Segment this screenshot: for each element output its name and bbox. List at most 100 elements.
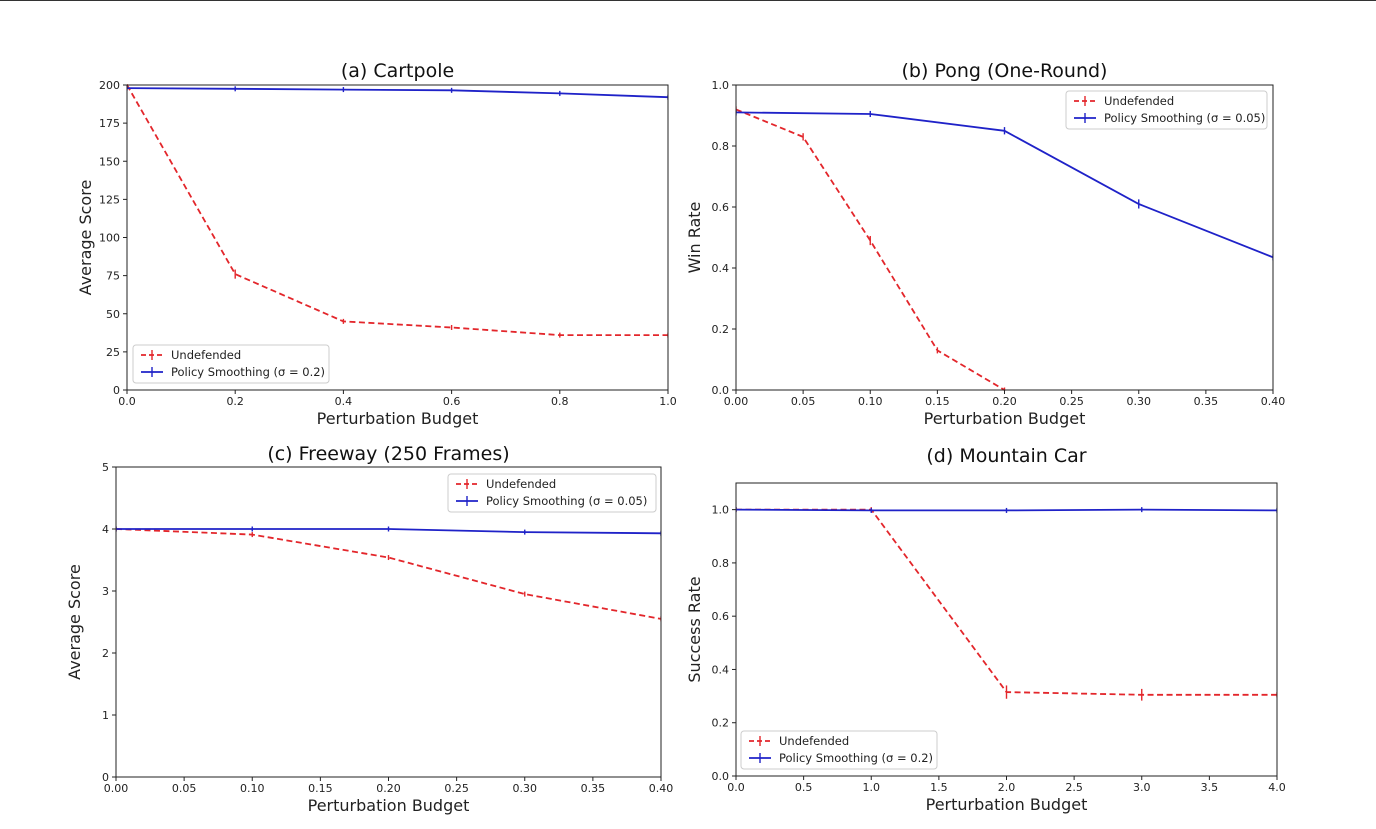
legend-entry-1: Undefended (1104, 94, 1174, 108)
series-line-2 (127, 87, 668, 99)
legend-box (447, 473, 657, 513)
legend: Undefended Policy Smoothing (σ = 0.05) (447, 473, 657, 513)
series-group (736, 507, 1277, 701)
y-axis-label: Average Score (76, 180, 95, 296)
y-tick-label: 1.0 (712, 79, 730, 92)
x-tick-label: 0.10 (858, 395, 883, 408)
y-tick-label: 50 (106, 308, 120, 321)
x-tick-label: 0.0 (727, 781, 745, 794)
x-tick-label: 0.20 (376, 782, 401, 795)
x-axis-label: Perturbation Budget (924, 409, 1086, 428)
x-tick-label: 1.5 (930, 781, 948, 794)
legend-entry-1: Undefended (486, 477, 556, 491)
x-tick-label: 0.00 (724, 395, 749, 408)
series-group (736, 106, 1273, 391)
legend: Undefended Policy Smoothing (σ = 0.2) (740, 730, 938, 770)
y-axis-label: Win Rate (685, 202, 704, 274)
x-tick-label: 0.2 (226, 395, 244, 408)
series-line-1 (116, 528, 661, 620)
panel-title: (d) Mountain Car (926, 445, 1086, 467)
y-tick-label: 0 (102, 771, 109, 784)
series-group (127, 84, 668, 338)
legend-entry-2: Policy Smoothing (σ = 0.2) (171, 365, 325, 379)
axes-frame (115, 466, 662, 778)
y-tick-label: 3 (102, 585, 109, 598)
x-axis-label: Perturbation Budget (308, 796, 470, 815)
legend-entry-1: Undefended (779, 734, 849, 748)
x-axis-label: Perturbation Budget (926, 795, 1088, 814)
legend-entry-2: Policy Smoothing (σ = 0.2) (779, 751, 933, 765)
legend: Undefended Policy Smoothing (σ = 0.05) (1065, 90, 1268, 130)
y-tick-label: 1.0 (712, 504, 730, 517)
series-group (116, 526, 661, 622)
x-tick-label: 3.0 (1133, 781, 1151, 794)
y-tick-label: 200 (99, 79, 120, 92)
panel-title: (c) Freeway (250 Frames) (267, 443, 509, 465)
x-tick-label: 0.0 (118, 395, 136, 408)
x-tick-label: 0.40 (1261, 395, 1286, 408)
y-tick-label: 0.8 (712, 557, 730, 570)
y-tick-label: 100 (99, 232, 120, 245)
x-tick-label: 0.30 (513, 782, 538, 795)
y-tick-label: 125 (99, 193, 120, 206)
panel-title: (a) Cartpole (341, 60, 454, 82)
legend-entry-1: Undefended (171, 348, 241, 362)
y-tick-label: 75 (106, 270, 120, 283)
x-tick-label: 0.30 (1127, 395, 1152, 408)
x-tick-label: 1.0 (863, 781, 881, 794)
y-tick-label: 0.2 (712, 323, 730, 336)
legend-box (132, 344, 330, 384)
x-tick-label: 0.5 (795, 781, 813, 794)
legend-entry-2: Policy Smoothing (σ = 0.05) (486, 494, 647, 508)
y-tick-label: 5 (102, 461, 109, 474)
y-tick-label: 0 (113, 384, 120, 397)
x-tick-label: 2.5 (1065, 781, 1083, 794)
legend-box (1065, 90, 1268, 130)
y-tick-label: 4 (102, 523, 109, 536)
x-tick-label: 1.0 (659, 395, 677, 408)
x-tick-label: 0.4 (335, 395, 353, 408)
legend-entry-2: Policy Smoothing (σ = 0.05) (1104, 111, 1265, 125)
x-tick-label: 0.05 (791, 395, 816, 408)
y-tick-label: 175 (99, 117, 120, 130)
x-tick-label: 0.6 (443, 395, 461, 408)
x-tick-label: 0.05 (172, 782, 197, 795)
x-tick-label: 0.35 (581, 782, 606, 795)
y-tick-label: 25 (106, 346, 120, 359)
y-tick-label: 0.0 (712, 770, 730, 783)
y-tick-label: 0.4 (712, 262, 730, 275)
panel-title: (b) Pong (One-Round) (902, 60, 1108, 82)
x-axis-label: Perturbation Budget (317, 409, 479, 428)
x-tick-label: 0.10 (240, 782, 265, 795)
y-tick-label: 0.0 (712, 384, 730, 397)
x-tick-label: 0.8 (551, 395, 569, 408)
y-tick-label: 0.6 (712, 610, 730, 623)
y-axis-label: Average Score (65, 564, 84, 680)
axes-frame (126, 84, 669, 391)
panel-4: (d) Mountain Car 0.0 0.5 1.0 1.5 2.0 2.5 3.0 3.5… (685, 445, 1286, 814)
x-tick-label: 2.0 (998, 781, 1016, 794)
top-rule (0, 0, 1376, 1)
x-tick-label: 0.35 (1194, 395, 1219, 408)
y-tick-label: 2 (102, 647, 109, 660)
y-tick-label: 150 (99, 155, 120, 168)
x-tick-label: 3.5 (1201, 781, 1219, 794)
y-tick-label: 0.2 (712, 717, 730, 730)
series-line-1 (736, 508, 1277, 696)
y-tick-label: 0.6 (712, 201, 730, 214)
series-line-1 (127, 84, 668, 337)
x-tick-label: 0.15 (308, 782, 333, 795)
y-tick-label: 1 (102, 709, 109, 722)
panel-3: (c) Freeway (250 Frames) 0.00 0.05 0.10 0.15… (65, 443, 673, 815)
x-tick-label: 0.25 (1059, 395, 1084, 408)
series-line-1 (736, 108, 1005, 391)
x-tick-label: 0.25 (444, 782, 469, 795)
x-tick-label: 0.00 (104, 782, 129, 795)
x-tick-label: 4.0 (1268, 781, 1286, 794)
legend: Undefended Policy Smoothing (σ = 0.2) (132, 344, 330, 384)
panel-2: (b) Pong (One-Round) 0.00 0.05 0.10 0.15 0.2 0… (685, 60, 1285, 428)
y-axis-label: Success Rate (685, 576, 704, 682)
y-tick-label: 0.4 (712, 663, 730, 676)
x-tick-label: 0.15 (925, 395, 950, 408)
